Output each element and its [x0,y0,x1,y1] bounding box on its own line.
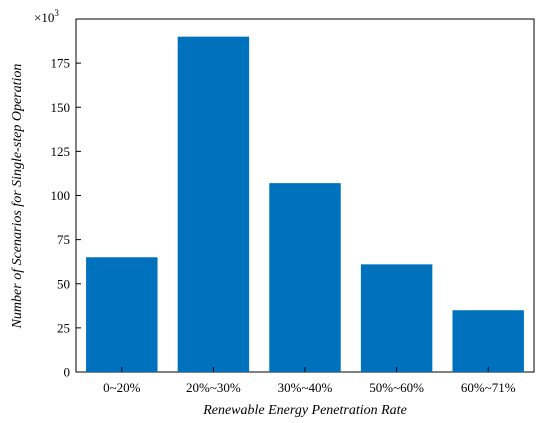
x-axis-ticks: 0~20% 20%~30% 30%~40% 50%~60% 60%~71% [103,367,516,395]
y-tick-label: 175 [51,56,71,71]
x-tick-label: 50%~60% [369,380,424,395]
y-tick-label: 100 [51,188,71,203]
y-tick-label: 0 [64,365,71,380]
y-tick-label: 150 [51,100,71,115]
bar-1 [86,257,158,372]
y-axis-title: Number of Scenarios for Single-step Oper… [10,64,25,330]
x-tick-label: 20%~30% [186,380,241,395]
bar-3 [269,183,341,372]
y-tick-label: 25 [57,320,70,335]
y-axis-multiplier-exponent: 3 [54,8,59,18]
y-axis-multiplier-base: ×10 [34,10,54,25]
x-tick-label: 60%~71% [461,380,516,395]
y-tick-label: 75 [57,232,70,247]
bar-2 [177,36,250,373]
y-axis-ticks: 0 25 50 75 100 125 150 175 [51,56,81,380]
y-tick-label: 125 [51,144,71,159]
x-tick-label: 0~20% [103,380,141,395]
bar-4 [360,264,433,372]
x-tick-label: 30%~40% [278,380,333,395]
y-axis-multiplier: ×103 [34,8,59,25]
y-tick-label: 50 [57,276,70,291]
x-axis-title: Renewable Energy Penetration Rate [202,403,407,418]
bar-5 [452,310,524,372]
bars-group [86,36,524,373]
